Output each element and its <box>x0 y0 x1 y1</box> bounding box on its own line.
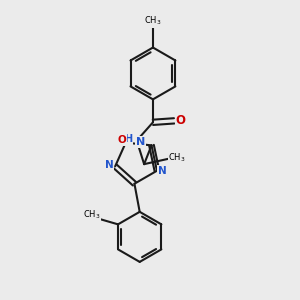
Text: O: O <box>118 135 127 145</box>
Text: CH$_3$: CH$_3$ <box>144 15 162 27</box>
Text: O: O <box>176 114 186 127</box>
Text: N: N <box>136 137 145 147</box>
Text: N: N <box>105 160 114 170</box>
Text: CH$_3$: CH$_3$ <box>83 208 100 221</box>
Text: CH$_3$: CH$_3$ <box>168 151 186 164</box>
Text: N: N <box>158 166 167 176</box>
Text: H: H <box>124 134 133 144</box>
